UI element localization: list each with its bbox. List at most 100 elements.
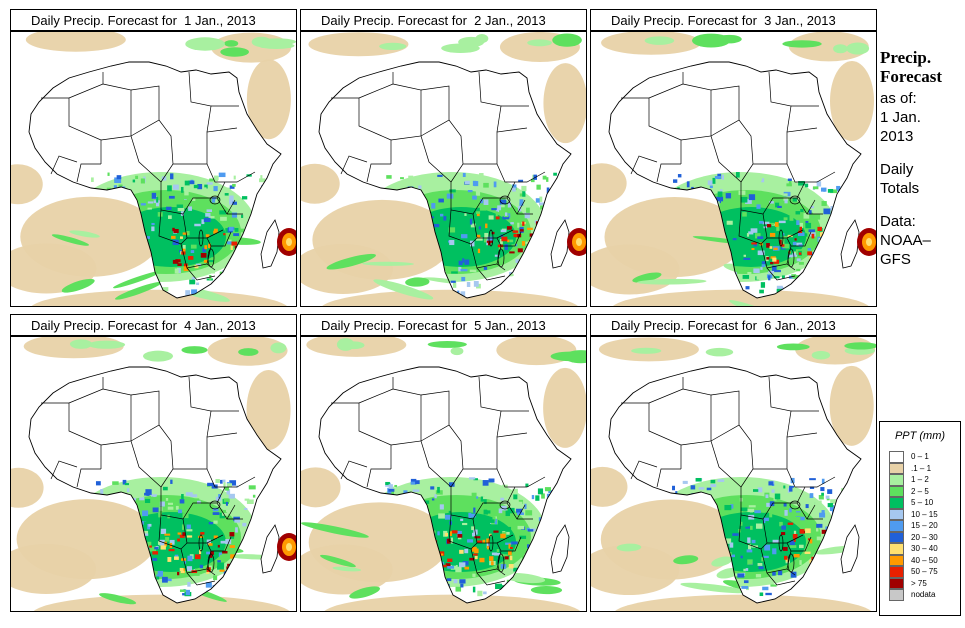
lake-tanganyika: [488, 229, 494, 247]
rain-cell: [428, 212, 435, 217]
rain-cell: [203, 217, 211, 223]
rain-cell: [813, 214, 821, 220]
heavy-rain-cell: [491, 561, 494, 566]
rain-cell: [792, 275, 800, 279]
rain-cell: [734, 260, 741, 267]
rain-cell: [190, 244, 197, 249]
rain-cell: [785, 489, 789, 492]
rain-cell: [821, 478, 825, 484]
rain-cell: [802, 233, 808, 237]
rain-cell: [238, 228, 245, 233]
rain-cell: [183, 558, 186, 564]
heavy-rain-cell: [149, 545, 152, 548]
rain-cell: [223, 498, 230, 503]
rain-cell: [208, 260, 214, 263]
country-border: [710, 85, 740, 137]
rain-cell: [167, 185, 172, 192]
rain-cell: [217, 560, 221, 563]
rain-cell: [530, 178, 535, 183]
rain-cell: [220, 216, 227, 221]
rain-cell: [218, 172, 226, 178]
rain-cell: [496, 502, 501, 509]
rain-cell: [772, 571, 776, 576]
rain-cell: [179, 589, 187, 592]
rain-cell: [484, 232, 489, 239]
rain-cell: [476, 211, 481, 215]
rain-cell: [139, 496, 145, 501]
north-rain-patch: [270, 342, 287, 354]
rain-cell: [142, 510, 149, 517]
rain-cell: [181, 524, 185, 530]
rain-cell: [228, 239, 232, 243]
rain-cell: [716, 196, 724, 202]
rain-cell: [729, 542, 734, 548]
rain-cell: [690, 485, 696, 490]
heavy-rain-cell: [787, 522, 794, 525]
rain-cell: [388, 484, 393, 490]
rain-cell: [500, 564, 507, 569]
rain-cell: [524, 212, 530, 219]
country-border: [206, 163, 256, 183]
rain-cell: [196, 282, 200, 285]
rain-cell: [460, 291, 466, 296]
rain-cell: [191, 289, 198, 294]
rain-cell: [220, 479, 223, 484]
country-border: [448, 514, 478, 550]
rain-cell: [748, 194, 756, 201]
rain-cell: [147, 201, 154, 204]
rain-cell: [796, 220, 800, 226]
legend-item: 15 – 20: [889, 520, 953, 532]
asof-date-line2: 2013: [880, 128, 914, 145]
country-border: [738, 209, 768, 245]
heavy-rain-cell: [167, 557, 172, 562]
country-border: [158, 514, 188, 550]
country-border: [448, 209, 478, 245]
rain-cell: [783, 193, 788, 196]
rain-cell: [742, 212, 747, 217]
rain-cell: [229, 185, 235, 189]
rain-cell: [169, 259, 174, 266]
rain-cell: [461, 276, 466, 282]
rain-cell: [242, 522, 247, 527]
rain-cell: [159, 539, 165, 546]
legend-label: > 75: [911, 578, 927, 588]
precip-map: [10, 336, 297, 612]
rain-cell: [460, 583, 464, 588]
rain-cell: [759, 221, 764, 224]
rain-cell: [535, 495, 540, 501]
heavy-rain-cell: [482, 539, 486, 544]
legend-label: 0 – 1: [911, 452, 929, 461]
rain-cell: [761, 261, 766, 264]
rain-cell: [765, 592, 772, 596]
rain-cell: [770, 584, 777, 587]
rain-cell: [478, 226, 481, 230]
rain-cell: [494, 254, 500, 257]
heavy-rain-cell: [773, 247, 778, 250]
heavy-rain-cell: [179, 236, 183, 239]
rain-cell: [823, 208, 831, 215]
rain-cell: [160, 528, 167, 535]
rain-cell: [394, 484, 398, 488]
rain-cell: [476, 207, 481, 213]
rain-cell: [137, 490, 142, 494]
rain-cell: [186, 529, 193, 532]
rain-cell: [488, 478, 495, 483]
country-border: [710, 135, 742, 183]
precip-map: [10, 31, 297, 307]
lake-malawi: [207, 553, 215, 573]
totals-line1: Daily: [880, 161, 914, 178]
coastline: [318, 61, 572, 299]
rain-cell: [149, 209, 153, 214]
heavy-rain-cell: [209, 554, 213, 558]
north-rain-patch: [776, 343, 810, 351]
coastline: [28, 61, 282, 299]
country-border: [630, 460, 658, 480]
heavy-rain-cell: [182, 248, 186, 252]
country-border: [173, 127, 238, 165]
rain-cell: [217, 565, 224, 570]
rain-cell: [152, 558, 158, 561]
cyclone-cell: [277, 533, 296, 561]
rain-cell: [458, 266, 462, 272]
rain-cell: [91, 177, 94, 182]
heavy-rain-cell: [198, 535, 204, 538]
